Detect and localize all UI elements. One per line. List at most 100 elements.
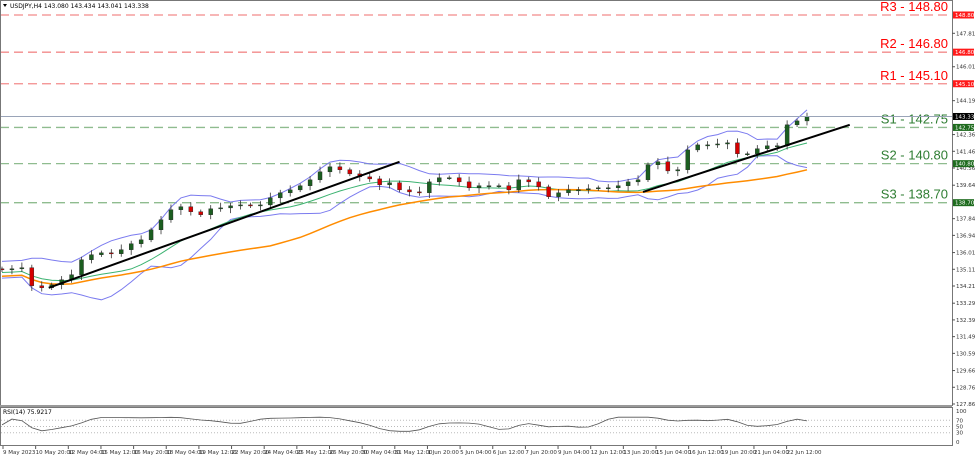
y-tick-label: 144.190 — [956, 99, 975, 105]
x-tick-label: 19 May 12:00 — [199, 450, 237, 456]
candle-body — [79, 259, 84, 275]
candle-body — [745, 153, 750, 156]
candle-body — [685, 149, 690, 170]
candle-body — [89, 254, 94, 260]
x-tick-label: 18 May 04:00 — [166, 450, 204, 456]
rsi-tick-label: 50 — [956, 425, 963, 431]
candle-body — [735, 142, 740, 155]
candle-body — [128, 243, 134, 250]
candle-body — [606, 187, 611, 190]
trendline — [642, 123, 851, 193]
x-tick-label: 13 Jun 20:00 — [623, 450, 658, 456]
candle-body — [546, 186, 551, 197]
candle-body — [596, 187, 601, 190]
trendline — [48, 160, 400, 289]
x-tick-label: 16 May 20:00 — [134, 450, 172, 456]
x-tick-label: 31 May 12:00 — [395, 450, 433, 456]
bollinger-upper-line — [1, 109, 808, 263]
candle-body — [387, 182, 392, 186]
price-axis[interactable]: 147.815 146.015 144.190 142.365 141.465 140.5… — [952, 31, 975, 408]
candle-body — [417, 191, 422, 194]
bollinger-lower-line — [1, 155, 808, 301]
rsi-panel-frame — [0, 407, 953, 446]
candle-body — [278, 192, 283, 199]
x-tick-label: 15 Jun 04:00 — [656, 450, 691, 456]
candle-body — [178, 206, 184, 210]
candle-body — [367, 176, 372, 180]
candle-body — [774, 145, 780, 148]
level-label: S2 - 140.80 — [881, 148, 948, 163]
candle-body — [566, 189, 571, 194]
candle-body — [397, 182, 402, 191]
x-tick-label: 12 Jun 12:00 — [591, 450, 626, 456]
y-tick-label: 140.565 — [956, 166, 975, 172]
x-tick-label: 12 May 04:00 — [68, 450, 106, 456]
candle-body — [337, 166, 343, 170]
price-tag-text: 145.100 — [955, 82, 975, 88]
y-tick-label: 134.215 — [956, 284, 975, 290]
moving-average-slow-line — [1, 169, 808, 286]
candle-body — [556, 192, 561, 197]
candle-body — [794, 120, 800, 126]
price-tag — [953, 160, 974, 168]
candle-body — [645, 164, 651, 181]
candles — [0, 112, 810, 292]
candle-body — [516, 179, 521, 191]
candle-body — [437, 177, 442, 183]
price-tag — [953, 80, 974, 88]
x-tick-label: 24 May 04:00 — [264, 450, 302, 456]
candle-body — [705, 144, 710, 147]
price-tag-text: 138.700 — [955, 201, 975, 207]
current-price-tag-text: 143.338 — [955, 114, 975, 120]
candle-body — [675, 169, 681, 172]
candle-body — [258, 204, 263, 207]
candle-body — [456, 177, 462, 183]
y-tick-label: 130.590 — [956, 351, 975, 357]
y-tick-label: 139.640 — [956, 183, 975, 189]
candle-body — [0, 268, 5, 271]
price-tags: 148.800 146.800 145.100 142.750 140.800 138.7… — [953, 11, 975, 207]
candle-body — [447, 177, 452, 179]
x-tick-label: 22 Jun 12:00 — [787, 450, 822, 456]
price-tag — [953, 123, 974, 131]
price-tag-text: 148.800 — [955, 13, 975, 19]
candle-body — [755, 148, 760, 155]
candle-body — [9, 268, 15, 271]
candle-body — [536, 181, 541, 188]
collapse-triangle-icon[interactable] — [3, 4, 7, 7]
candle-body — [99, 252, 104, 255]
candle-body — [268, 197, 273, 206]
x-tick-label: 1 Jun 20:00 — [427, 450, 459, 456]
rsi-tick-label: 100 — [956, 409, 967, 415]
candle-body — [506, 185, 512, 191]
candle-body — [715, 143, 720, 146]
candle-body — [377, 178, 382, 186]
candle-body — [188, 206, 194, 212]
rsi-tick-label: 30 — [956, 431, 963, 437]
y-tick-label: 136.940 — [956, 233, 975, 239]
rsi-tick-label: 0 — [956, 440, 960, 446]
level-label: R1 - 145.10 — [880, 68, 948, 83]
candle-body — [238, 204, 243, 207]
candle-body — [804, 116, 810, 122]
candle-body — [19, 267, 25, 270]
candle-body — [526, 179, 531, 183]
candle-body — [695, 144, 700, 151]
support-resistance-levels: R3 - 148.80 R2 - 146.80 R1 - 145.10 S1 - 14… — [0, 0, 952, 204]
x-tick-label: 9 Jun 04:00 — [558, 450, 590, 456]
price-tag-text: 146.800 — [955, 50, 975, 56]
candle-body — [347, 169, 353, 175]
x-tick-label: 22 May 20:00 — [232, 450, 270, 456]
x-tick-label: 30 May 04:00 — [362, 450, 400, 456]
candle-body — [317, 171, 323, 181]
candle-body — [138, 239, 144, 244]
y-tick-label: 133.290 — [956, 301, 975, 307]
candle-body — [486, 185, 492, 187]
price-tag-text: 142.750 — [955, 125, 975, 131]
candle-body — [148, 229, 154, 241]
x-tick-label: 25 May 12:00 — [297, 450, 335, 456]
candle-body — [29, 267, 35, 286]
